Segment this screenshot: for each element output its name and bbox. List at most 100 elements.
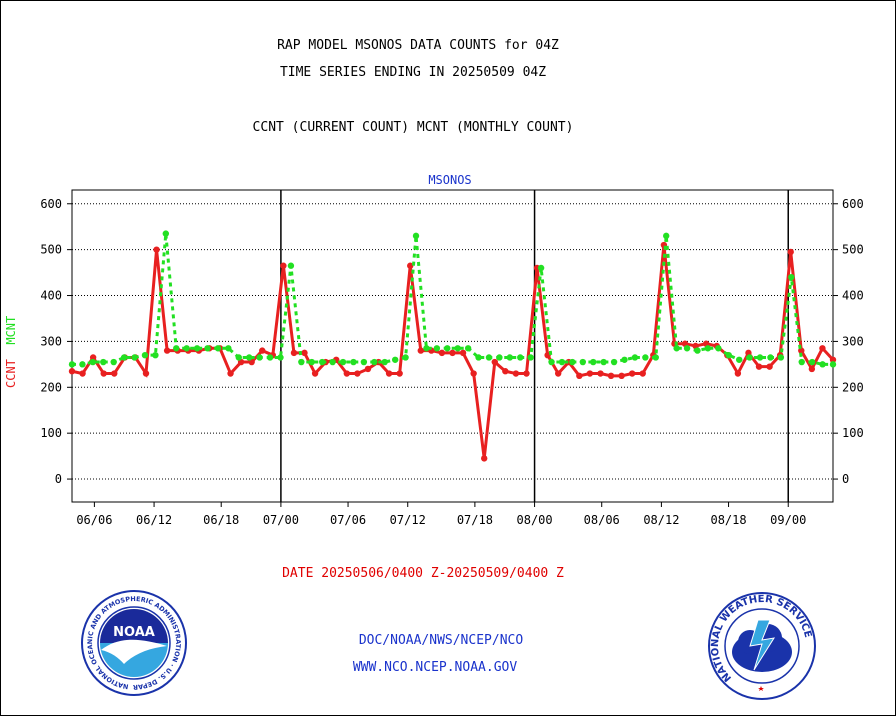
x-tick-label: 07/00 — [263, 513, 299, 527]
series-ccnt-point — [142, 370, 150, 377]
series-mcnt-point — [454, 345, 461, 352]
series-mcnt-point — [131, 354, 138, 361]
chart-title-line1: RAP MODEL MSONOS DATA COUNTS for 04Z — [277, 38, 559, 53]
series-mcnt-point — [485, 354, 493, 361]
series-ccnt-point — [459, 349, 467, 357]
series-mcnt-point — [746, 354, 753, 361]
y-tick-label-left: 0 — [55, 472, 62, 486]
series-mcnt-point — [673, 345, 680, 352]
series-ccnt-point — [89, 354, 97, 361]
series-ccnt-point — [734, 370, 742, 377]
series-mcnt-point — [788, 273, 795, 281]
series-mcnt-point — [767, 354, 774, 361]
x-tick-label: 08/12 — [643, 513, 679, 527]
series-mcnt-point — [277, 354, 284, 361]
series-ccnt-point — [576, 372, 583, 380]
series-ccnt-point — [301, 349, 308, 357]
series-ccnt-point — [808, 365, 816, 373]
series-ccnt-point — [449, 349, 456, 357]
series-mcnt-point — [642, 354, 649, 361]
x-tick-label: 06/06 — [76, 513, 112, 527]
series-mcnt-point — [808, 358, 816, 366]
series-ccnt-point — [829, 356, 837, 363]
series-mcnt-point — [663, 232, 670, 240]
y-tick-label-left: 500 — [40, 243, 62, 257]
series-mcnt-point — [819, 361, 826, 368]
series-mcnt-point — [350, 358, 357, 366]
series-mcnt-point — [652, 354, 659, 361]
series-mcnt-point — [704, 345, 712, 352]
x-tick-label: 08/00 — [517, 513, 553, 527]
series-mcnt-point — [79, 361, 86, 368]
series-mcnt-point — [735, 356, 743, 363]
series-ccnt-point — [755, 363, 763, 370]
series-mcnt-point — [558, 358, 566, 366]
y-tick-label-right: 0 — [842, 472, 849, 486]
series-mcnt-point — [225, 345, 232, 352]
footer-website: WWW.NCO.NCEP.NOAA.GOV — [352, 660, 518, 675]
series-ccnt-point — [100, 370, 107, 377]
series-mcnt-point — [152, 351, 159, 359]
series-mcnt-point — [600, 358, 607, 366]
plot-frame — [71, 189, 834, 503]
series-mcnt-point — [433, 345, 441, 352]
series-mcnt-point — [381, 358, 388, 366]
series-mcnt-point — [412, 232, 420, 240]
nws-logo: NATIONAL WEATHER SERVICE — [708, 592, 816, 700]
series-mcnt-point — [621, 356, 628, 363]
series-ccnt-point — [491, 358, 498, 366]
series-mcnt-point — [204, 345, 211, 352]
series-mcnt-point — [120, 354, 128, 361]
series-ccnt-point — [153, 246, 160, 253]
noaa-logo: NOAA NATIONAL OCEANIC AND ATMOSPHERIC AD… — [79, 588, 187, 696]
series-mcnt-point — [287, 262, 295, 269]
series-ccnt-point — [481, 455, 488, 462]
x-tick-label: 08/18 — [710, 513, 746, 527]
series-mcnt-point — [496, 354, 503, 361]
y-tick-label-left: 300 — [40, 334, 62, 348]
series-ccnt-point — [798, 347, 805, 354]
series-ccnt-point — [311, 370, 319, 377]
series-mcnt-point — [391, 356, 399, 363]
series-mcnt-point — [183, 345, 190, 352]
series-mcnt-point — [683, 345, 691, 352]
series-ccnt-point — [628, 370, 636, 377]
series-mcnt-point — [339, 358, 347, 366]
series-mcnt-point — [829, 361, 837, 368]
y-tick-label-left: 100 — [40, 426, 62, 440]
series-ccnt-point — [259, 347, 266, 354]
series-ccnt-point — [512, 370, 520, 377]
series-mcnt-point — [548, 358, 555, 366]
series-mcnt-point — [214, 345, 222, 352]
series-ccnt-point — [438, 349, 446, 357]
series-ccnt-point — [396, 370, 403, 377]
series-ccnt-point — [819, 345, 826, 352]
series-mcnt-point — [256, 354, 263, 361]
series-mcnt-point — [100, 358, 107, 366]
x-tick-label: 07/12 — [390, 513, 426, 527]
series-mcnt-point — [266, 354, 274, 361]
series-ccnt-point — [227, 370, 234, 377]
y-tick-label-right: 400 — [842, 289, 864, 303]
panel-title: MSONOS — [428, 173, 472, 187]
series-ccnt-point — [639, 370, 646, 377]
y-tick-label-left: 400 — [40, 289, 62, 303]
series-mcnt-point — [193, 345, 201, 352]
series-mcnt-point — [329, 358, 336, 366]
y-tick-label-right: 500 — [842, 243, 864, 257]
y-tick-label-right: 600 — [842, 197, 864, 211]
series-mcnt-point — [162, 230, 170, 237]
series-ccnt-point — [586, 370, 594, 377]
series-ccnt-point — [163, 347, 171, 354]
series-mcnt-point — [725, 351, 732, 359]
noaa-logo-text: NOAA — [113, 625, 155, 640]
footer-org-path: DOC/NOAA/NWS/NCEP/NCO — [358, 633, 524, 648]
x-tick-label: 06/12 — [136, 513, 172, 527]
series-mcnt-point — [360, 358, 368, 366]
x-tick-label: 07/18 — [457, 513, 493, 527]
series-mcnt-point — [569, 358, 576, 366]
series-ccnt-point — [343, 370, 351, 377]
date-range: DATE 20250506/0400 Z-20250509/0400 Z — [282, 566, 564, 581]
series-mcnt-point — [590, 358, 597, 366]
